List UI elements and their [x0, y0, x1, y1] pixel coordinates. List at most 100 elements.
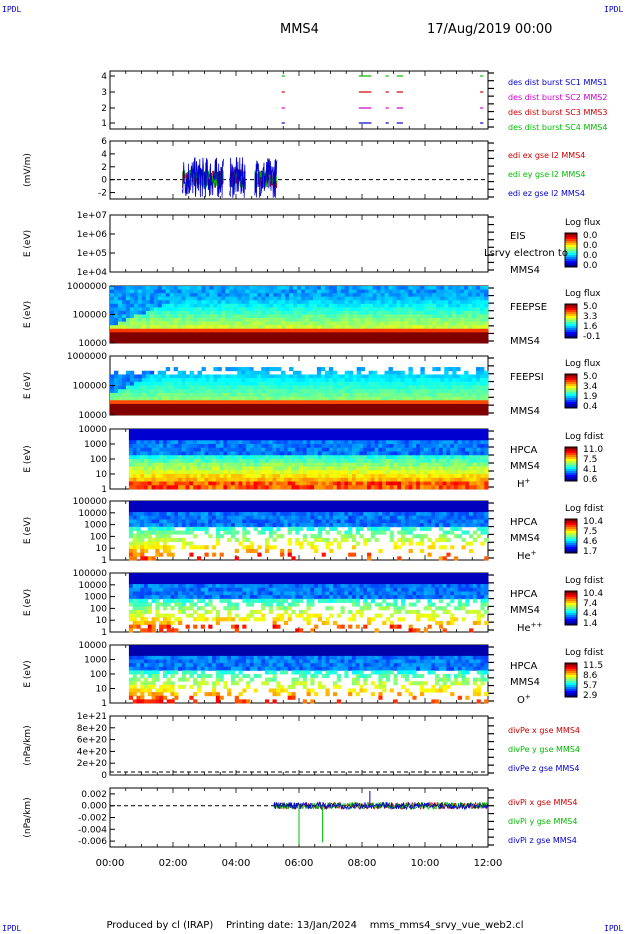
heatmap-cell — [476, 286, 481, 290]
heatmap-cell — [351, 474, 357, 479]
heatmap-cell — [221, 411, 226, 416]
heatmap-cell — [280, 470, 285, 475]
heatmap-cell — [388, 310, 393, 315]
heatmap-cell — [227, 470, 232, 475]
heatmap-cell — [140, 455, 145, 460]
heatmap-cell — [155, 444, 160, 449]
heatmap-cell — [376, 407, 381, 412]
heatmap-cell — [328, 310, 334, 315]
colorbar-swatch — [565, 386, 577, 389]
heatmap-cell — [472, 447, 478, 452]
heatmap-cell — [476, 321, 481, 326]
heatmap-cell — [436, 381, 441, 386]
y-tick-label: 1e+04 — [77, 268, 108, 278]
heatmap-cell — [408, 444, 413, 449]
heatmap-cell — [185, 378, 190, 383]
heatmap-cell — [320, 411, 326, 416]
heatmap-cell — [297, 407, 302, 412]
heatmap-cell — [257, 447, 262, 452]
heatmap-cell — [277, 335, 282, 340]
heatmap-cell — [185, 300, 190, 305]
heatmap-cell — [446, 455, 451, 460]
heatmap-cell — [468, 289, 473, 294]
heatmap-cell — [113, 389, 119, 394]
heatmap-cell — [480, 459, 485, 464]
heatmap-cell — [197, 396, 202, 401]
heatmap-cell — [328, 303, 334, 308]
heatmap-cell — [432, 403, 437, 409]
heatmap-cell — [340, 466, 345, 471]
heatmap-cell — [360, 367, 366, 372]
heatmap-cell — [151, 447, 156, 452]
heatmap-cell — [396, 411, 401, 416]
heatmap-cell — [452, 321, 457, 326]
heatmap-cell — [333, 459, 338, 464]
heatmap-cell — [170, 537, 175, 542]
heatmap-cell — [372, 400, 377, 405]
heatmap-cell — [360, 321, 366, 326]
heatmap-cell — [140, 447, 145, 452]
heatmap-cell — [340, 485, 345, 490]
heatmap-cell — [268, 466, 273, 471]
heatmap-cell — [229, 310, 234, 315]
heatmap-cell — [217, 385, 222, 390]
heatmap-cell — [356, 396, 362, 401]
heatmap-cell — [352, 374, 358, 379]
heatmap-cell — [261, 378, 266, 383]
heatmap-cell — [408, 367, 413, 372]
heatmap-cell — [304, 300, 310, 305]
heatmap-cell — [162, 436, 168, 441]
heatmap-cell — [382, 436, 387, 441]
heatmap-cell — [276, 477, 281, 482]
heatmap-cell — [178, 447, 183, 452]
heatmap-cell — [273, 314, 278, 319]
heatmap-cell — [181, 385, 186, 390]
heatmap-cell — [484, 451, 489, 456]
heatmap-cell — [380, 328, 385, 333]
heatmap-cell — [469, 470, 474, 475]
heatmap-cell — [468, 374, 473, 379]
heatmap-cell — [416, 466, 421, 471]
heatmap-cell — [291, 444, 296, 449]
heatmap-cell — [400, 318, 405, 323]
heatmap-cell — [162, 501, 168, 506]
heatmap-cell — [149, 339, 155, 344]
heatmap-cell — [253, 470, 258, 475]
heatmap-cell — [355, 462, 360, 467]
heatmap-cell — [382, 470, 387, 475]
heatmap-cell — [476, 474, 481, 479]
heatmap-cell — [238, 459, 243, 464]
heatmap-cell — [376, 381, 381, 386]
heatmap-cell — [328, 325, 334, 330]
heatmap-cell — [308, 328, 314, 333]
heatmap-cell — [476, 396, 481, 401]
heatmap-cell — [209, 314, 214, 319]
heatmap-cell — [197, 407, 202, 412]
colorbar-tick-label: 5.0 — [583, 302, 598, 312]
heatmap-cell — [245, 385, 250, 390]
heatmap-cell — [201, 293, 206, 298]
heatmap-cell — [121, 310, 127, 315]
heatmap-cell — [217, 339, 222, 344]
heatmap-cell — [464, 332, 469, 337]
heatmap-cell — [460, 296, 465, 301]
heatmap-cell — [261, 328, 266, 333]
heatmap-cell — [173, 335, 179, 340]
heatmap-cell — [249, 314, 254, 319]
heatmap-cell — [285, 293, 290, 298]
heatmap-cell — [344, 314, 350, 319]
heatmap-cell — [185, 335, 190, 340]
heatmap-cell — [140, 477, 145, 482]
heatmap-cell — [484, 400, 489, 405]
heatmap-cell — [233, 396, 238, 401]
heatmap-cell — [452, 403, 457, 409]
heatmap-cell — [208, 481, 213, 486]
heatmap-cell — [435, 474, 440, 479]
heatmap-cell — [181, 530, 186, 535]
heatmap-cell — [238, 470, 243, 475]
heatmap-cell — [289, 296, 294, 301]
corner-label-bl: IPDL — [2, 924, 22, 933]
heatmap-cell — [155, 545, 160, 550]
heatmap-cell — [452, 407, 457, 412]
heatmap-cell — [249, 293, 254, 298]
